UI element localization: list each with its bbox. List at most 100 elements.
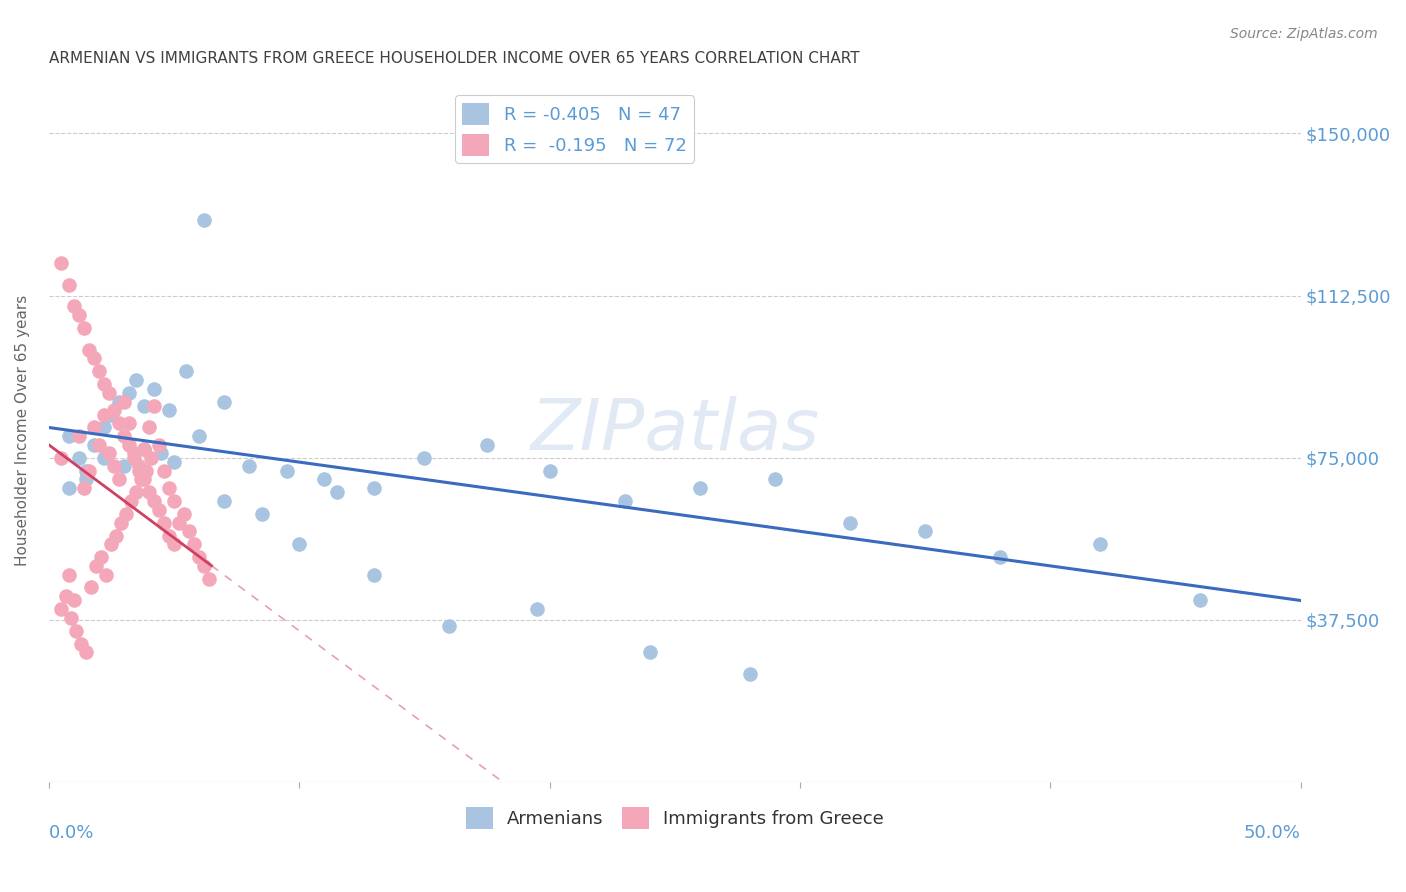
Point [193,558,215,573]
Point [212,494,235,508]
Text: ARMENIAN VS IMMIGRANTS FROM GREECE HOUSEHOLDER INCOME OVER 65 YEARS CORRELATION : ARMENIAN VS IMMIGRANTS FROM GREECE HOUSE… [49,51,859,66]
Point [96,567,118,582]
Point [80,581,103,595]
Point [112,394,135,409]
Point [148,438,170,452]
Point [138,485,160,500]
Point [125,373,148,387]
Point [763,472,786,486]
Point [112,459,135,474]
Point [58,429,80,443]
Point [93,450,115,465]
Point [100,408,122,422]
Point [58,481,80,495]
Point [188,429,211,443]
Point [112,429,135,443]
Point [58,277,80,292]
Point [125,485,148,500]
Point [538,464,561,478]
Point [103,403,125,417]
Text: 50.0%: 50.0% [1244,824,1301,842]
Point [176,364,198,378]
Legend: Armenians, Immigrants from Greece: Armenians, Immigrants from Greece [458,800,891,837]
Point [177,524,200,539]
Point [142,399,165,413]
Point [122,450,145,465]
Point [163,537,186,551]
Point [93,420,115,434]
Point [157,403,180,417]
Point [1090,537,1112,551]
Point [83,438,105,452]
Point [97,385,120,400]
Point [65,624,87,638]
Point [128,459,150,474]
Point [67,429,90,443]
Point [110,516,132,530]
Point [77,464,100,478]
Point [839,516,862,530]
Point [83,351,105,366]
Point [188,550,211,565]
Point [105,528,128,542]
Point [238,459,260,474]
Point [75,464,97,478]
Point [131,472,153,486]
Point [62,593,84,607]
Point [83,420,105,434]
Point [148,502,170,516]
Point [526,602,548,616]
Point [153,464,176,478]
Point [108,416,131,430]
Point [87,438,110,452]
Point [97,446,120,460]
Point [93,408,115,422]
Point [157,528,180,542]
Point [132,472,155,486]
Point [86,558,108,573]
Point [70,637,93,651]
Point [58,567,80,582]
Point [439,619,461,633]
Point [132,399,155,413]
Point [413,450,436,465]
Point [638,645,661,659]
Point [67,308,90,322]
Point [914,524,936,539]
Point [67,450,90,465]
Point [142,494,165,508]
Point [325,485,347,500]
Point [100,537,122,551]
Point [120,494,142,508]
Point [115,507,138,521]
Point [363,481,385,495]
Point [90,550,112,565]
Point [122,446,145,460]
Point [475,438,498,452]
Point [150,446,173,460]
Point [132,442,155,456]
Point [138,420,160,434]
Point [60,611,83,625]
Point [173,507,195,521]
Point [363,567,385,582]
Point [157,481,180,495]
Point [988,550,1011,565]
Point [108,472,131,486]
Point [51,256,73,270]
Point [73,321,96,335]
Point [1189,593,1212,607]
Point [141,450,163,465]
Point [198,572,221,586]
Y-axis label: Householder Income Over 65 years: Householder Income Over 65 years [15,295,30,566]
Point [108,394,131,409]
Point [55,589,77,603]
Point [288,537,311,551]
Text: 0.0%: 0.0% [49,824,94,842]
Point [75,645,97,659]
Point [738,667,761,681]
Point [118,416,141,430]
Point [103,459,125,474]
Text: ZIPatlas: ZIPatlas [530,396,820,466]
Point [51,450,73,465]
